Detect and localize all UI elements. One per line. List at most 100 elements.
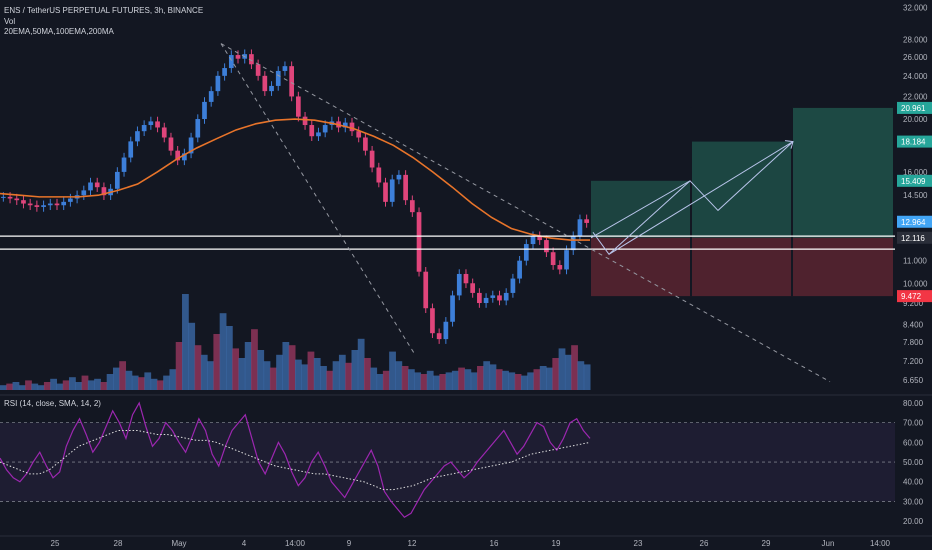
candle-body [27,203,33,206]
candle-body [483,297,489,304]
candle-body [282,66,288,71]
volume-bar [571,345,578,390]
candle-body [168,137,174,151]
candle-body [1,196,6,198]
price-label-box [897,231,932,244]
loss-zone [591,237,893,297]
volume-bar [483,361,491,390]
price-tick-label: 9.200 [903,299,924,308]
volume-bar [18,385,26,390]
candle-body [316,132,321,137]
volume-bar [50,378,57,390]
candle-body [470,283,476,293]
candle-body [430,308,435,334]
price-label-text: 15.409 [901,177,926,186]
volume-bar [62,380,70,390]
volume-bar [320,366,327,390]
candle-body [403,174,408,201]
price-tick-label: 28.000 [903,35,928,44]
volume-bar [451,370,459,390]
candle-body [101,187,107,196]
volume-bar [295,359,302,390]
volume-bar [426,370,434,390]
rsi-tick-label: 30.00 [903,497,924,506]
volume-bar [269,367,277,390]
volume-bar [558,348,566,390]
candle-body [269,85,274,92]
candle-body [570,236,576,251]
candle-body [47,203,53,206]
rsi-tick-label: 50.00 [903,458,924,467]
price-label-text: 9.472 [901,292,922,301]
candle-body [369,150,375,168]
candle-body [409,200,415,213]
volume-bar [445,372,453,390]
price-tick-label: 24.000 [903,72,928,81]
volume-bar [232,348,240,390]
candle-body [188,137,194,154]
candle-body [342,122,348,128]
volume-bar [276,354,283,390]
volume-bar [370,367,378,390]
candle-body [309,125,315,137]
candle-body [537,236,543,241]
volume-bar [389,351,396,390]
volume-bar [395,361,403,390]
candle-body [363,137,368,151]
volume-bar [31,383,39,390]
candle-body [577,219,583,237]
candle-body [228,55,234,69]
candle-body [135,131,140,142]
volume-bar [213,334,221,390]
candle-body [456,273,462,296]
candle-body [41,205,46,207]
candle-body [7,196,13,199]
candle-body [262,75,268,92]
candle-body [208,91,214,102]
candle-body [463,273,469,284]
rsi-title: RSI (14, close, SMA, 14, 2) [4,399,101,408]
candle-body [61,201,67,206]
volume-bar [338,354,346,390]
candle-body [21,200,26,204]
volume-bar [69,377,76,390]
candle-body [530,236,536,245]
volume-bar [382,370,390,390]
price-label-box [897,215,932,228]
candle-body [81,190,87,196]
volume-bar [357,338,365,390]
volume-bar [75,382,83,390]
candle-body [383,182,388,202]
volume-bar [150,378,158,390]
price-axis-bg [895,0,932,550]
candle-body [497,295,502,301]
volume-bar [163,375,170,390]
candle-body [94,182,100,188]
price-tick-label: 8.400 [903,321,924,330]
volume-bar [345,362,352,390]
candle-body [114,171,120,189]
volume-bar [307,351,315,390]
candle-body [141,125,147,132]
volume-bar [433,375,440,390]
volume-bar [207,361,214,390]
price-label-box [897,174,932,187]
volume-bar [583,364,591,390]
candle-body [215,75,221,92]
candle-body [517,260,522,279]
volume-bar [407,369,415,390]
volume-bar [288,345,296,390]
volume-bar [313,358,321,390]
price-label-text: 20.961 [901,104,926,113]
price-tick-label: 26.000 [903,53,928,62]
volume-bar [106,374,114,390]
volume-bar [332,361,340,390]
volume-bar [577,361,585,390]
price-tick-label: 20.000 [903,115,928,124]
time-tick-label: 19 [552,539,561,548]
volume-bar [238,358,246,390]
time-tick-label: 9 [347,539,352,548]
volume-bar [156,380,164,390]
candle-body [54,203,60,206]
